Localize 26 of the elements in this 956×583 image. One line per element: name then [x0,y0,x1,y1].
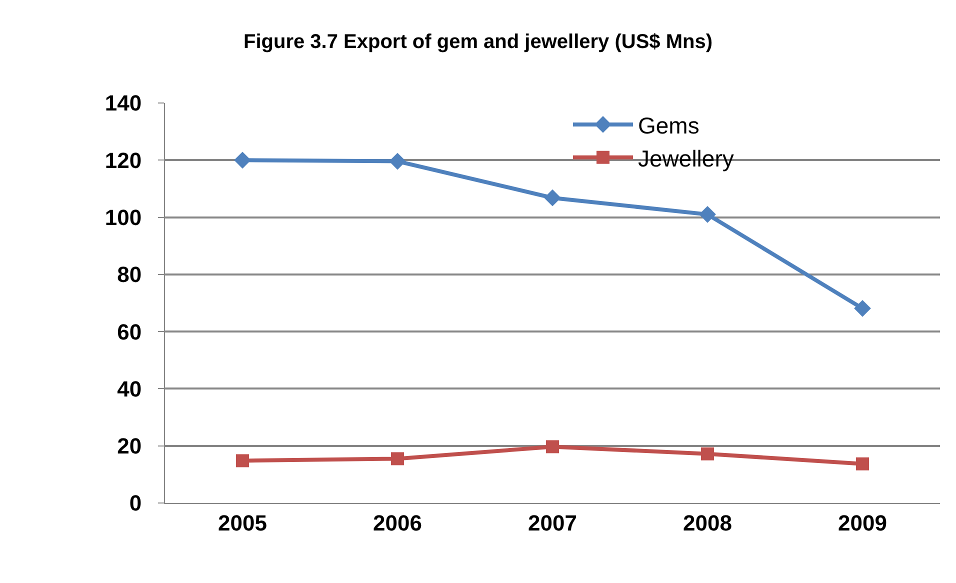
legend-label: Jewellery [638,145,734,172]
y-tick-label: 0 [129,490,142,516]
point [544,189,561,206]
y-tick-label: 20 [117,434,142,459]
point [546,440,559,454]
x-tick-label: 2007 [528,510,577,536]
point [234,152,251,169]
y-tick-label: 120 [104,148,142,173]
point [701,447,714,460]
chart-title: Figure 3.7 Export of gem and jewellery (US$ Mns) [244,30,712,53]
x-tick-label: 2009 [838,510,887,536]
point [854,300,871,317]
y-tick-label: 140 [104,90,142,116]
point [856,457,869,470]
x-tick-label: 2006 [373,510,422,536]
y-tick-label: 80 [117,262,142,288]
point [391,452,404,466]
point [699,206,716,223]
x-tick-label: 2008 [683,510,732,536]
point [389,152,406,170]
x-tick-label: 2005 [218,510,267,536]
y-tick-label: 100 [104,204,142,230]
y-tick-label: 40 [117,376,142,402]
legend-label: Gems [638,112,700,138]
point [236,454,249,468]
y-tick-label: 60 [117,319,142,344]
